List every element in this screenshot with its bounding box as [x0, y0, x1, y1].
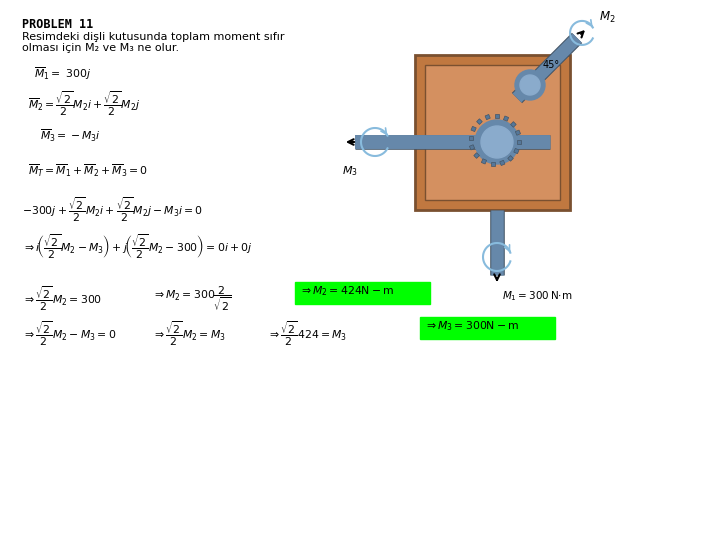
Text: $\Rightarrow M_2 = 300\dfrac{2}{\sqrt{2}}$: $\Rightarrow M_2 = 300\dfrac{2}{\sqrt{2}… — [152, 285, 232, 313]
Text: 45°: 45° — [543, 60, 560, 70]
Bar — [510, 122, 516, 127]
Bar — [469, 145, 474, 150]
Bar — [482, 159, 487, 164]
Text: $M_2$: $M_2$ — [599, 10, 616, 25]
Circle shape — [515, 70, 545, 100]
Text: $-300j + \dfrac{\sqrt{2}}{2}M_2i + \dfrac{\sqrt{2}}{2}M_2j - M_3i = 0$: $-300j + \dfrac{\sqrt{2}}{2}M_2i + \dfra… — [22, 196, 203, 224]
Bar — [491, 162, 495, 166]
Text: olması için M₂ ve M₃ ne olur.: olması için M₂ ve M₃ ne olur. — [22, 43, 179, 53]
Bar — [471, 126, 476, 132]
Text: $\Rightarrow M_3 = 300\mathrm{N}-\mathrm{m}$: $\Rightarrow M_3 = 300\mathrm{N}-\mathrm… — [424, 319, 519, 333]
Circle shape — [481, 126, 513, 158]
Text: $\Rightarrow \dfrac{\sqrt{2}}{2}M_2 = M_3$: $\Rightarrow \dfrac{\sqrt{2}}{2}M_2 = M_… — [152, 320, 226, 348]
Bar — [295, 282, 430, 304]
Text: $\overline{M}_T = \overline{M}_1 + \overline{M}_2 + \overline{M}_3 = 0$: $\overline{M}_T = \overline{M}_1 + \over… — [28, 163, 148, 179]
Bar — [474, 153, 480, 158]
Text: $\overline{M}_3 = -M_3i$: $\overline{M}_3 = -M_3i$ — [40, 128, 101, 145]
Text: $\Rightarrow \dfrac{\sqrt{2}}{2}424 = M_3$: $\Rightarrow \dfrac{\sqrt{2}}{2}424 = M_… — [267, 320, 347, 348]
Bar — [495, 114, 499, 118]
Text: $\Rightarrow \dfrac{\sqrt{2}}{2}M_2 - M_3 = 0$: $\Rightarrow \dfrac{\sqrt{2}}{2}M_2 - M_… — [22, 320, 116, 348]
Text: PROBLEM 11: PROBLEM 11 — [22, 18, 94, 31]
Bar — [485, 114, 490, 120]
Circle shape — [475, 120, 519, 164]
Text: $M_3$: $M_3$ — [342, 164, 358, 178]
Bar — [500, 160, 505, 166]
Bar — [508, 156, 513, 161]
Text: $\overline{M}_2 = \dfrac{\sqrt{2}}{2}M_2i + \dfrac{\sqrt{2}}{2}M_2j$: $\overline{M}_2 = \dfrac{\sqrt{2}}{2}M_2… — [28, 90, 140, 118]
Text: $\Rightarrow \dfrac{\sqrt{2}}{2}M_2 = 300$: $\Rightarrow \dfrac{\sqrt{2}}{2}M_2 = 30… — [22, 285, 102, 313]
Bar — [425, 65, 560, 200]
Circle shape — [520, 75, 540, 95]
Bar — [415, 55, 570, 210]
Text: $\Rightarrow i\!\left(\dfrac{\sqrt{2}}{2}M_2 - M_3\right) + j\!\left(\dfrac{\sqr: $\Rightarrow i\!\left(\dfrac{\sqrt{2}}{2… — [22, 233, 253, 261]
Text: $\overline{M}_1 = \ 300j$: $\overline{M}_1 = \ 300j$ — [34, 65, 91, 82]
Bar — [516, 130, 521, 136]
Bar — [514, 148, 519, 154]
Bar — [477, 119, 482, 124]
Bar — [517, 140, 521, 144]
Text: $M_1 = 300\,\mathrm{N{\cdot}m}$: $M_1 = 300\,\mathrm{N{\cdot}m}$ — [502, 289, 572, 303]
Bar — [420, 317, 555, 339]
Text: $\Rightarrow M_2 = 424\mathrm{N}-\mathrm{m}$: $\Rightarrow M_2 = 424\mathrm{N}-\mathrm… — [299, 284, 394, 298]
Bar — [469, 136, 473, 140]
Bar — [503, 116, 508, 121]
Text: Resimdeki dişli kutusunda toplam moment sıfır: Resimdeki dişli kutusunda toplam moment … — [22, 32, 284, 42]
